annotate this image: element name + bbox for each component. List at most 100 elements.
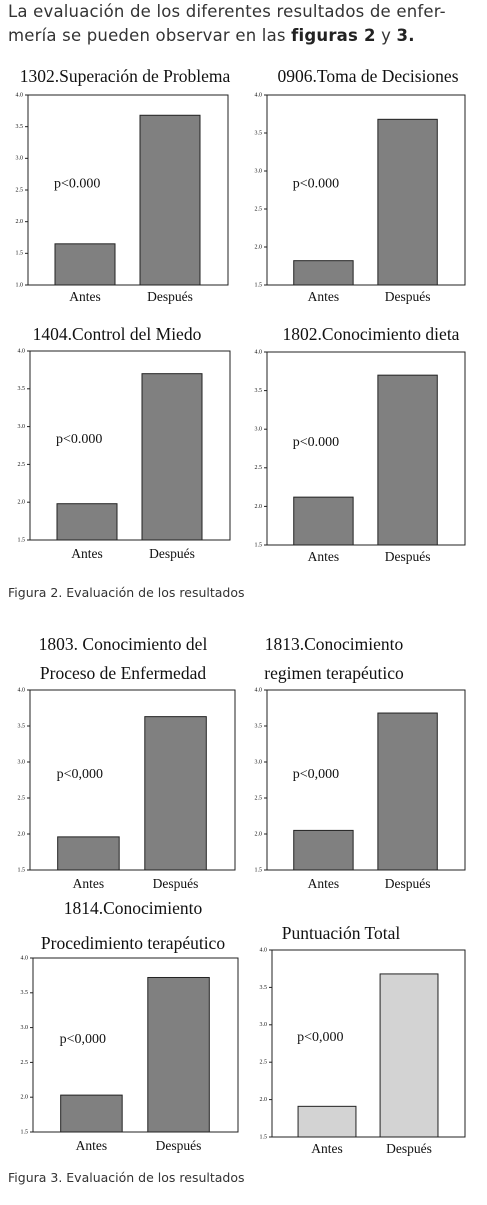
y-tick-label: 3.5 bbox=[18, 386, 26, 392]
chart-title: 1302.Superación de Problema bbox=[20, 66, 231, 86]
y-tick-label: 2.5 bbox=[255, 206, 263, 212]
plot-frame bbox=[266, 689, 466, 871]
bar bbox=[144, 716, 207, 871]
y-tick-label: 3.5 bbox=[255, 388, 263, 394]
plot-frame bbox=[32, 957, 239, 1133]
y-tick-label: 2.5 bbox=[255, 465, 263, 471]
y-tick-label: 4.0 bbox=[255, 92, 263, 98]
y-tick-label: 1.5 bbox=[255, 542, 263, 548]
y-tick-label: 3.0 bbox=[255, 427, 263, 433]
y-tick-label: 2.5 bbox=[260, 1060, 268, 1066]
intro-text: mería se pueden observar en las bbox=[8, 26, 286, 45]
plot-frame bbox=[266, 94, 466, 286]
figure-caption: Figura 3. Evaluación de los resultados bbox=[8, 1170, 245, 1185]
plot-frame bbox=[266, 351, 466, 546]
y-tick-label: 3.0 bbox=[18, 424, 26, 430]
y-tick-label: 3.0 bbox=[255, 759, 263, 765]
x-tick-label: Después bbox=[147, 289, 193, 304]
annotation: p<0.000 bbox=[56, 432, 102, 447]
y-tick-label: 2.5 bbox=[18, 462, 26, 468]
x-tick-label: Antes bbox=[308, 876, 340, 891]
y-tick-label: 4.0 bbox=[18, 348, 26, 354]
chart-title: 1802.Conocimiento dieta bbox=[283, 324, 460, 344]
annotation: p<0.000 bbox=[54, 177, 100, 192]
x-tick-label: Después bbox=[385, 549, 431, 564]
plot-frame bbox=[29, 350, 231, 541]
y-tick-label: 4.0 bbox=[21, 955, 29, 961]
plot-frame bbox=[29, 689, 236, 871]
y-tick-label: 3.0 bbox=[18, 759, 26, 765]
y-tick-label: 1.5 bbox=[18, 867, 26, 873]
y-tick-label: 2.5 bbox=[18, 795, 26, 801]
y-tick-label: 2.0 bbox=[255, 831, 263, 837]
intro-text: y bbox=[381, 26, 392, 45]
x-tick-label: Después bbox=[153, 876, 199, 891]
intro-bold: 3. bbox=[396, 26, 415, 45]
bar bbox=[139, 114, 201, 286]
y-tick-label: 2.5 bbox=[21, 1060, 29, 1066]
figure-caption: Figura 2. Evaluación de los resultados bbox=[8, 585, 245, 600]
bar bbox=[377, 118, 438, 286]
bar bbox=[54, 243, 116, 286]
y-tick-label: 3.5 bbox=[255, 130, 263, 136]
y-tick-label: 1.5 bbox=[255, 867, 263, 873]
bar bbox=[293, 496, 354, 546]
y-tick-label: 1.5 bbox=[255, 282, 263, 288]
bar bbox=[293, 829, 354, 871]
y-tick-label: 4.0 bbox=[16, 92, 24, 98]
y-tick-label: 3.5 bbox=[18, 723, 26, 729]
annotation: p<0.000 bbox=[293, 435, 339, 450]
y-tick-label: 3.0 bbox=[16, 156, 24, 162]
annotation: p<0,000 bbox=[293, 767, 339, 782]
annotation: p<0,000 bbox=[57, 767, 103, 782]
y-tick-label: 3.5 bbox=[21, 990, 29, 996]
plot-frame bbox=[271, 949, 466, 1138]
annotation: p<0,000 bbox=[297, 1030, 343, 1045]
y-tick-label: 3.0 bbox=[255, 168, 263, 174]
y-tick-label: 4.0 bbox=[255, 687, 263, 693]
chart-title: 1404.Control del Miedo bbox=[33, 324, 202, 344]
x-tick-label: Antes bbox=[311, 1141, 343, 1156]
bar bbox=[60, 1094, 123, 1133]
bar bbox=[293, 260, 354, 286]
x-tick-label: Antes bbox=[308, 549, 340, 564]
y-tick-label: 3.0 bbox=[260, 1022, 268, 1028]
y-tick-label: 4.0 bbox=[255, 349, 263, 355]
x-tick-label: Después bbox=[386, 1141, 432, 1156]
x-tick-label: Antes bbox=[76, 1138, 108, 1153]
y-tick-label: 3.5 bbox=[255, 723, 263, 729]
y-tick-label: 1.5 bbox=[18, 537, 26, 543]
bar bbox=[379, 973, 439, 1138]
bar bbox=[297, 1105, 357, 1138]
y-tick-label: 2.0 bbox=[255, 504, 263, 510]
y-tick-label: 2.0 bbox=[21, 1095, 29, 1101]
chart-title: 0906.Toma de Decisiones bbox=[277, 66, 458, 86]
annotation: p<0.000 bbox=[293, 177, 339, 192]
bar bbox=[56, 503, 118, 541]
chart-title: Procedimiento terapéutico bbox=[41, 933, 225, 953]
annotation: p<0,000 bbox=[60, 1032, 106, 1047]
chart-title: Proceso de Enfermedad bbox=[40, 663, 206, 683]
chart-title: regimen terapéutico bbox=[264, 663, 404, 683]
bar bbox=[377, 374, 438, 546]
intro-bold: figuras 2 bbox=[291, 26, 376, 45]
y-tick-label: 2.5 bbox=[255, 795, 263, 801]
x-tick-label: Antes bbox=[69, 289, 101, 304]
x-tick-label: Después bbox=[385, 289, 431, 304]
bar bbox=[147, 976, 210, 1133]
y-tick-label: 3.5 bbox=[260, 985, 268, 991]
x-tick-label: Antes bbox=[308, 289, 340, 304]
y-tick-label: 2.5 bbox=[16, 187, 24, 193]
y-tick-label: 4.0 bbox=[18, 687, 26, 693]
y-tick-label: 1.5 bbox=[260, 1134, 268, 1140]
y-tick-label: 2.0 bbox=[18, 831, 26, 837]
chart-title: 1813.Conocimiento bbox=[265, 634, 404, 654]
x-tick-label: Antes bbox=[71, 546, 103, 561]
intro-line: La evaluación de los diferentes resultad… bbox=[8, 2, 446, 21]
y-tick-label: 2.0 bbox=[16, 219, 24, 225]
chart-title: 1803. Conocimiento del bbox=[39, 634, 208, 654]
x-tick-label: Después bbox=[149, 546, 195, 561]
x-tick-label: Antes bbox=[73, 876, 105, 891]
y-tick-label: 2.0 bbox=[18, 500, 26, 506]
